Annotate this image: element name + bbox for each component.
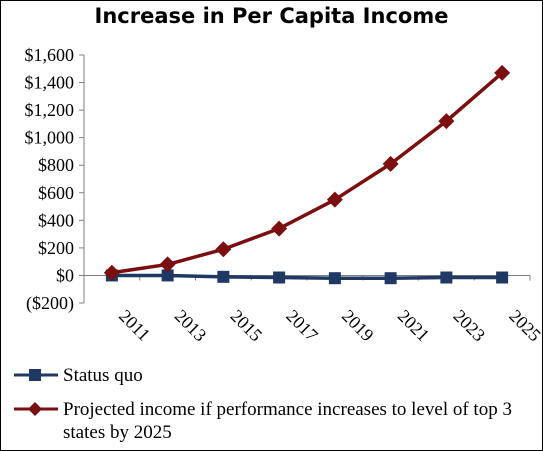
- data-point: [217, 270, 230, 283]
- legend-item-status-quo: Status quo: [12, 364, 540, 394]
- x-tick-label: 2017: [282, 306, 322, 346]
- x-tick-label: 2021: [394, 306, 434, 346]
- y-tick-label: $200: [38, 238, 74, 258]
- data-point: [161, 269, 174, 282]
- legend-label: Status quo: [63, 365, 143, 386]
- y-tick-label: $400: [38, 210, 74, 230]
- chart-title: Increase in Per Capita Income: [94, 4, 449, 28]
- x-tick-label: 2015: [227, 306, 267, 346]
- x-tick-label: 2019: [338, 306, 378, 346]
- y-tick-label: $1,200: [25, 100, 75, 120]
- legend-label: Projected income if performance increase…: [63, 399, 512, 443]
- data-point: [326, 191, 343, 208]
- data-point: [159, 256, 176, 273]
- x-tick-label: 2023: [450, 306, 490, 346]
- data-point: [384, 272, 397, 285]
- x-tick-label: 2011: [115, 306, 154, 345]
- x-tick-label: 2013: [171, 306, 211, 346]
- legend-swatch-projected-income: [14, 402, 58, 416]
- data-point: [215, 241, 232, 258]
- x-tick-label: 2025: [505, 306, 543, 346]
- data-point: [440, 271, 453, 284]
- legend-swatch-status-quo: [14, 369, 58, 381]
- data-point: [382, 155, 399, 172]
- series-line-0: [111, 273, 503, 280]
- data-point: [438, 113, 455, 130]
- data-point: [494, 64, 511, 81]
- data-point: [273, 271, 286, 284]
- y-tick-label: $800: [38, 155, 74, 175]
- data-point: [328, 272, 341, 285]
- y-tick-label: $0: [56, 265, 74, 285]
- y-tick-label: $1,600: [25, 45, 75, 65]
- y-tick-label: $1,000: [25, 128, 75, 148]
- data-point: [103, 264, 120, 281]
- y-tick-label: $600: [38, 183, 74, 203]
- data-point: [496, 271, 509, 284]
- data-point: [271, 220, 288, 237]
- legend: Status quo Projected income if performan…: [12, 364, 540, 444]
- y-tick-label: ($200): [26, 293, 74, 314]
- series-line-1: [111, 71, 504, 275]
- legend-item-projected-income: Projected income if performance increase…: [12, 398, 540, 444]
- y-tick-label: $1,400: [25, 73, 75, 93]
